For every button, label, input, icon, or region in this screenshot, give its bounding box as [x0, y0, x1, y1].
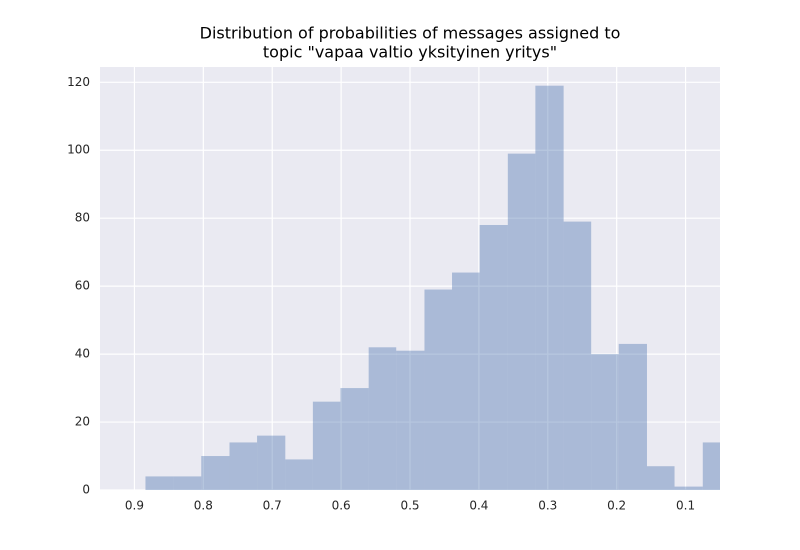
y-tick-label: 120: [67, 75, 90, 89]
x-tick-label: 0.3: [538, 499, 557, 513]
bar: [563, 221, 592, 490]
y-tick-label: 0: [82, 483, 90, 497]
bar: [452, 272, 480, 490]
x-tick-label: 0.2: [607, 499, 626, 513]
bar: [340, 388, 369, 490]
bar: [424, 289, 453, 490]
bar: [646, 466, 675, 490]
chart-title: topic "vapaa valtio yksityinen yritys": [263, 43, 557, 62]
bar: [396, 350, 425, 490]
x-tick-label: 0.6: [332, 499, 351, 513]
x-tick-label: 0.7: [263, 499, 282, 513]
bar: [702, 442, 720, 490]
bar: [507, 153, 536, 490]
bar: [674, 486, 703, 490]
y-tick-label: 40: [75, 347, 90, 361]
bar: [368, 347, 397, 490]
y-tick-label: 60: [75, 279, 90, 293]
x-tick-label: 0.9: [125, 499, 144, 513]
bar: [173, 476, 202, 490]
bar: [229, 442, 258, 490]
chart-title: Distribution of probabilities of message…: [200, 24, 621, 43]
y-tick-label: 20: [75, 415, 90, 429]
y-tick-label: 100: [67, 143, 90, 157]
bar: [285, 459, 313, 490]
bar: [257, 435, 286, 490]
x-tick-label: 0.5: [400, 499, 419, 513]
x-tick-label: 0.8: [194, 499, 213, 513]
bar: [618, 343, 647, 490]
bar: [479, 224, 508, 490]
bar: [201, 456, 230, 490]
bar: [312, 401, 341, 490]
y-tick-label: 80: [75, 211, 90, 225]
bar: [145, 476, 174, 490]
bar: [591, 354, 619, 490]
x-tick-label: 0.4: [469, 499, 488, 513]
bar: [535, 85, 564, 490]
x-tick-label: 0.1: [676, 499, 695, 513]
bars: [145, 85, 720, 490]
